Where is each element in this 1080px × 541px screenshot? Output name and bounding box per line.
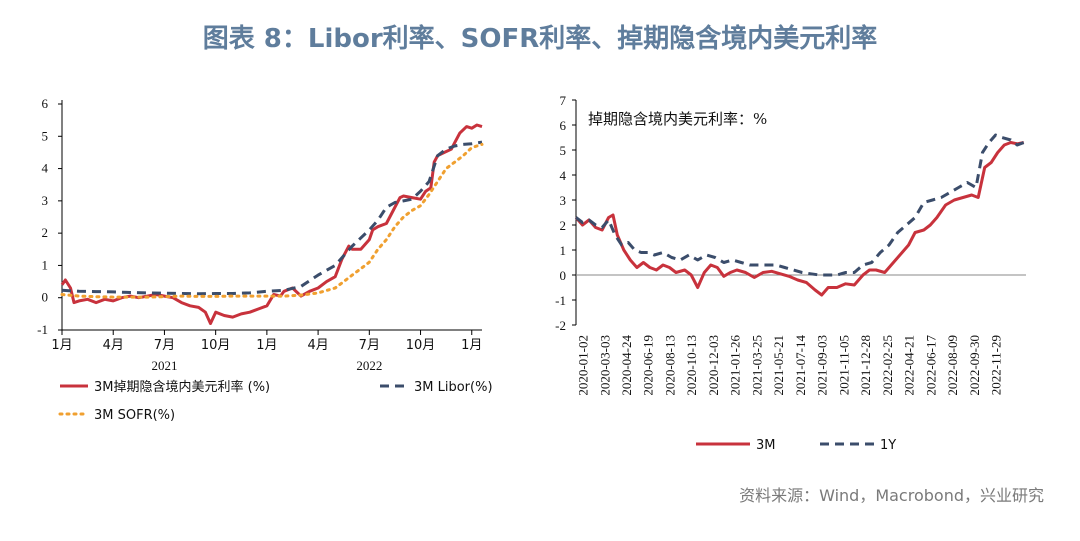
y-tick-label: 6 <box>560 118 567 133</box>
x-tick-label: 2020-06-19 <box>641 335 656 396</box>
series-line-2 <box>60 142 484 299</box>
x-tick-label: 2021-11-05 <box>836 335 851 395</box>
legend-label: 3M掉期隐含境内美元利率 (%) <box>94 379 270 395</box>
x-tick-label: 10月 <box>201 338 231 353</box>
x-tick-label: 2021-07-14 <box>793 335 808 396</box>
y-tick-label: -2 <box>555 318 566 333</box>
x-tick-label: 2022-08-09 <box>945 335 960 396</box>
x-tick-label: 2021-09-03 <box>815 335 830 396</box>
x-tick-label: 2020-10-13 <box>684 335 699 396</box>
x-year-label: 2022 <box>356 358 382 373</box>
x-tick-label: 7月 <box>359 338 380 353</box>
x-tick-label: 2022-02-25 <box>880 335 895 396</box>
y-tick-label: 7 <box>560 93 567 108</box>
x-tick-label: 4月 <box>103 338 124 353</box>
chart-annotation: 掉期隐含境内美元利率：% <box>588 110 767 128</box>
y-tick-label: 4 <box>560 168 567 183</box>
x-tick-label: 2022-11-29 <box>989 335 1004 395</box>
y-tick-label: 2 <box>42 225 49 240</box>
x-tick-label: 1月 <box>256 338 277 353</box>
y-tick-label: -1 <box>37 322 48 337</box>
x-tick-label: 2020-03-03 <box>597 335 612 396</box>
series-line-1 <box>61 140 483 296</box>
legend-label: 3M Libor(%) <box>414 380 493 395</box>
legend-label: 3M <box>756 438 776 453</box>
x-tick-label: 2020-12-03 <box>706 335 721 396</box>
x-tick-label: 2021-05-21 <box>771 335 786 396</box>
x-tick-label: 2021-03-25 <box>749 335 764 396</box>
series-line-1 <box>575 133 1025 277</box>
legend-label: 1Y <box>880 438 896 453</box>
x-tick-label: 2020-04-24 <box>619 335 634 396</box>
x-tick-label: 2021-01-26 <box>728 335 743 396</box>
y-tick-label: 1 <box>560 243 567 258</box>
y-tick-label: 1 <box>42 257 49 272</box>
x-tick-label: 10月 <box>406 338 436 353</box>
x-tick-label: 2020-08-13 <box>663 335 678 396</box>
x-tick-label: 2021-12-28 <box>858 335 873 396</box>
y-tick-label: 0 <box>42 290 49 305</box>
y-tick-label: 3 <box>560 193 567 208</box>
y-tick-label: 5 <box>42 128 49 143</box>
y-tick-label: 0 <box>560 268 567 283</box>
x-tick-label: 2022-06-17 <box>923 335 938 396</box>
x-tick-label: 1月 <box>51 338 72 353</box>
y-tick-label: 2 <box>560 218 567 233</box>
chart-left-libor-sofr: -1 0 1 2 3 4 5 6 1月 4月 7月 10月 1月 4月 7月 10月 1月 2021 2022 3M掉… <box>37 96 493 423</box>
page-title: 图表 8：Libor利率、SOFR利率、掉期隐含境内美元利率 <box>202 24 878 54</box>
x-tick-label: 1月 <box>461 338 482 353</box>
y-tick-label: -1 <box>555 293 566 308</box>
x-tick-label: 2022-04-21 <box>902 335 917 396</box>
y-tick-label: 3 <box>42 193 49 208</box>
y-tick-label: 5 <box>560 143 567 158</box>
chart-right-swap-implied-rate: -2 -1 0 1 2 3 4 5 6 7 2020-01-02 2020-03-03 2020-04-… <box>555 93 1026 453</box>
x-year-label: 2021 <box>151 358 177 373</box>
x-tick-label: 2022-09-30 <box>967 335 982 396</box>
series-line-0 <box>574 141 1025 297</box>
legend-label: 3M SOFR(%) <box>94 408 175 423</box>
x-tick-label: 2020-01-02 <box>576 335 591 396</box>
x-tick-label: 4月 <box>307 338 328 353</box>
y-tick-label: 4 <box>42 161 49 176</box>
x-tick-label: 7月 <box>154 338 175 353</box>
y-tick-label: 6 <box>42 96 49 111</box>
source-note: 资料来源：Wind，Macrobond，兴业研究 <box>739 486 1044 505</box>
